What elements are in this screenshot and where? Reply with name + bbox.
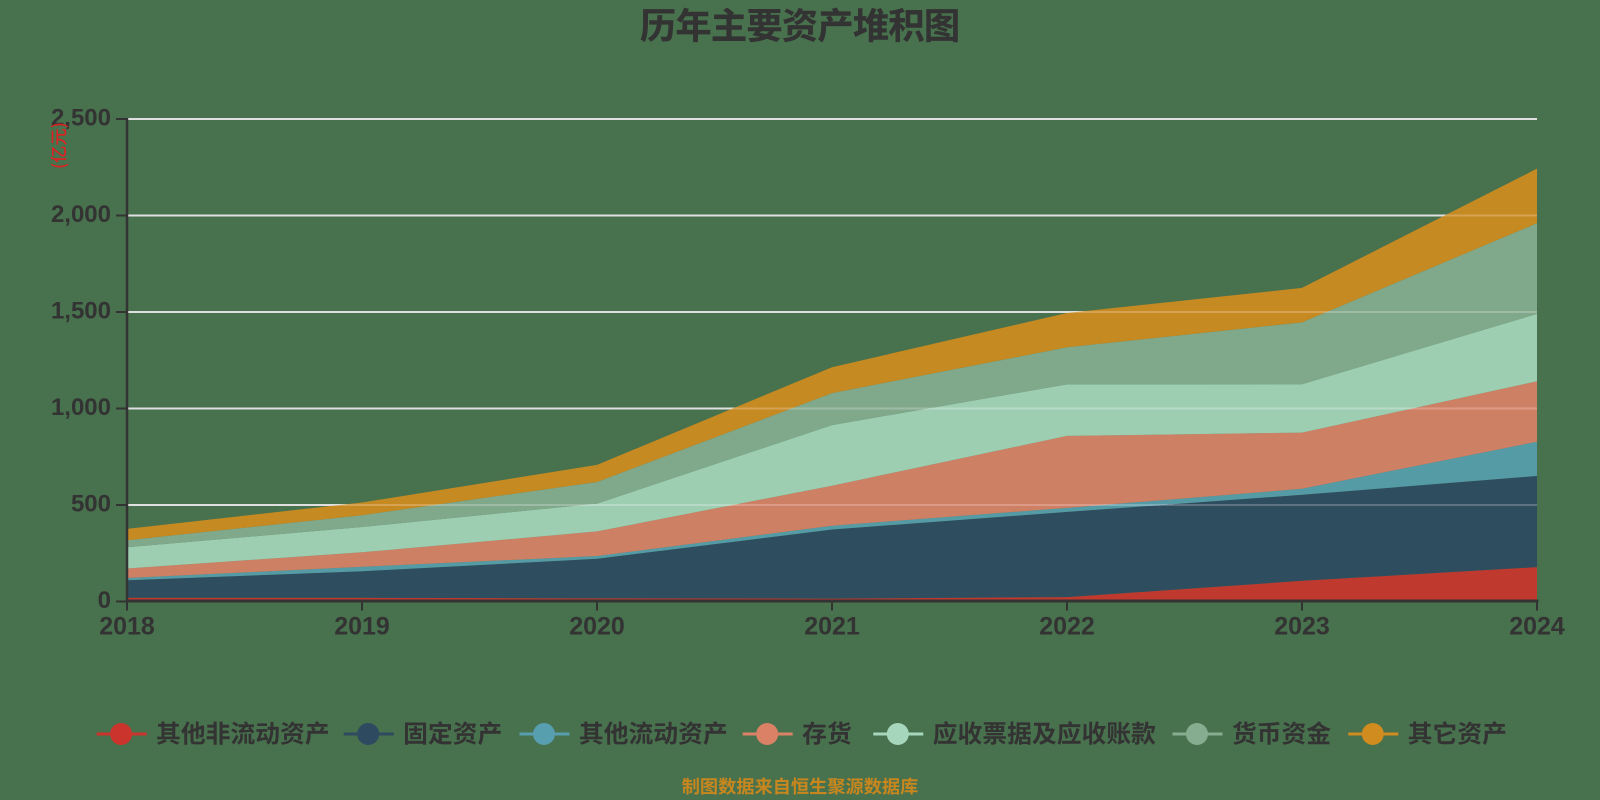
svg-text:2,500: 2,500 bbox=[51, 105, 111, 132]
svg-text:2018: 2018 bbox=[99, 613, 155, 641]
svg-text:1,000: 1,000 bbox=[51, 394, 111, 421]
svg-text:1,500: 1,500 bbox=[51, 298, 111, 325]
svg-text:2024: 2024 bbox=[1509, 613, 1565, 641]
svg-text:2023: 2023 bbox=[1274, 613, 1330, 641]
svg-text:2020: 2020 bbox=[569, 613, 625, 641]
svg-text:0: 0 bbox=[98, 587, 111, 614]
svg-text:2,000: 2,000 bbox=[51, 201, 111, 228]
svg-text:2021: 2021 bbox=[804, 613, 860, 641]
svg-text:2019: 2019 bbox=[334, 613, 390, 641]
svg-text:500: 500 bbox=[71, 491, 111, 518]
svg-text:2022: 2022 bbox=[1039, 613, 1095, 641]
